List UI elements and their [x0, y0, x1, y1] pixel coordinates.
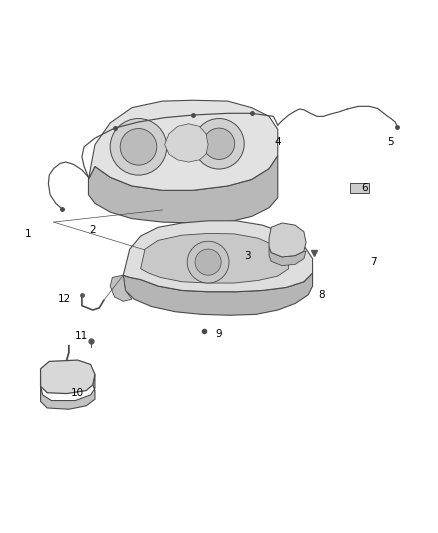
Text: 8: 8: [318, 290, 325, 300]
Circle shape: [187, 241, 229, 283]
Circle shape: [195, 249, 221, 275]
Text: 2: 2: [89, 224, 96, 235]
Circle shape: [194, 118, 244, 169]
Text: 10: 10: [71, 387, 84, 398]
Text: 9: 9: [215, 329, 223, 339]
Circle shape: [110, 118, 167, 175]
Circle shape: [120, 128, 157, 165]
Polygon shape: [41, 375, 95, 409]
Circle shape: [203, 128, 235, 159]
Text: 11: 11: [75, 331, 88, 341]
Polygon shape: [269, 223, 306, 257]
Text: 1: 1: [25, 229, 32, 239]
Polygon shape: [41, 360, 95, 393]
Text: 3: 3: [244, 251, 251, 261]
Text: 5: 5: [388, 138, 394, 148]
Bar: [350, 183, 369, 192]
Text: 6: 6: [361, 183, 368, 193]
Polygon shape: [88, 156, 278, 223]
Text: 4: 4: [275, 138, 281, 148]
Polygon shape: [110, 275, 132, 301]
Polygon shape: [123, 221, 313, 292]
Text: 7: 7: [370, 257, 377, 267]
Polygon shape: [123, 273, 313, 315]
Polygon shape: [88, 100, 278, 190]
Polygon shape: [165, 124, 208, 162]
Text: 12: 12: [58, 294, 71, 304]
Polygon shape: [141, 233, 289, 283]
Polygon shape: [269, 247, 306, 265]
